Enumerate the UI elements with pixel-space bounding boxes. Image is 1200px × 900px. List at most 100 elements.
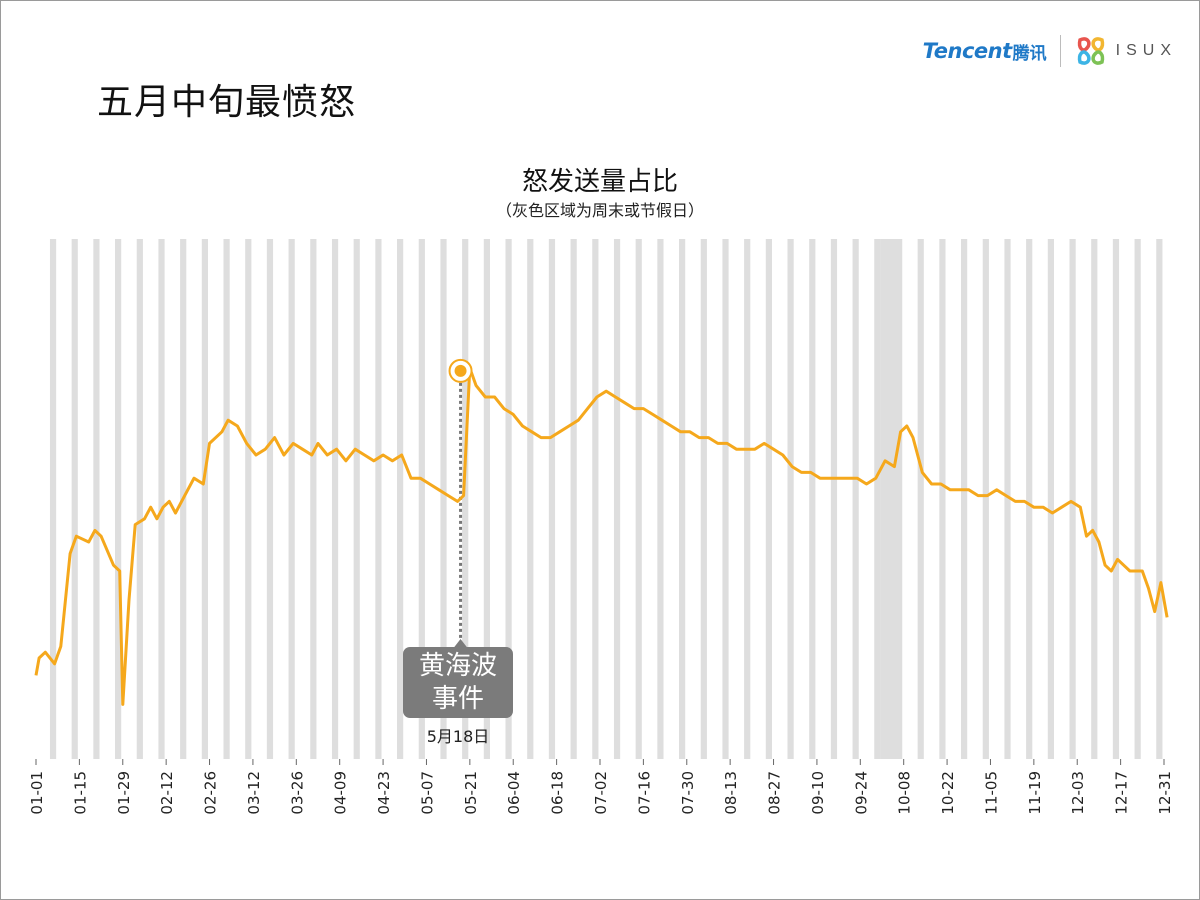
annotation-line-2: 事件 — [431, 683, 484, 714]
page-title: 五月中旬最愤怒 — [97, 82, 357, 123]
isux-logo-text: ISUX — [1115, 42, 1177, 59]
annotation-line-1: 黄海波 — [418, 650, 497, 681]
weekend-band — [657, 239, 664, 759]
annotation-pointer — [453, 639, 468, 648]
chart-title: 怒发送量占比 — [521, 167, 678, 197]
weekend-band — [483, 239, 490, 759]
x-tick-label: 04-09 — [332, 771, 350, 815]
weekend-band — [1091, 239, 1098, 759]
tencent-logo: Tencent — [922, 39, 1013, 63]
weekend-band — [917, 239, 924, 759]
weekend-band — [830, 239, 838, 759]
weekend-band — [939, 239, 946, 759]
weekend-band — [787, 239, 794, 759]
weekend-shading — [49, 239, 1163, 759]
x-tick-label: 11-05 — [982, 771, 1000, 815]
weekend-band — [266, 239, 274, 759]
weekend-band — [353, 239, 360, 759]
logo-divider — [1059, 35, 1061, 67]
weekend-band — [505, 239, 512, 759]
x-tick-label: 12-17 — [1113, 771, 1131, 815]
x-tick-label: 06-18 — [549, 771, 567, 815]
x-tick-label: 12-03 — [1069, 771, 1087, 815]
x-tick-label: 01-29 — [115, 771, 133, 815]
x-tick-label: 07-30 — [679, 771, 697, 815]
x-tick-label: 06-04 — [505, 771, 523, 815]
weekend-band — [201, 239, 208, 759]
weekend-band — [1156, 239, 1163, 759]
weekend-band — [331, 239, 339, 759]
weekend-band — [1026, 239, 1033, 759]
annotation-marker — [453, 376, 468, 648]
weekend-band — [397, 239, 404, 759]
x-tick-label: 07-16 — [635, 771, 653, 815]
x-tick-label: 05-21 — [462, 771, 480, 815]
x-tick-label: 03-12 — [245, 771, 263, 815]
weekend-band — [288, 239, 295, 759]
tencent-logo-cn: 腾讯 — [1012, 43, 1047, 64]
weekend-band — [744, 239, 751, 759]
weekend-band — [1112, 239, 1120, 759]
x-tick-label: 09-24 — [852, 771, 870, 815]
x-tick-label: 12-31 — [1156, 771, 1174, 815]
weekend-band — [418, 239, 425, 759]
weekend-band — [592, 239, 599, 759]
weekend-band — [874, 239, 881, 759]
weekend-band — [136, 239, 143, 759]
x-tick-label: 08-27 — [766, 771, 784, 815]
weekend-band — [527, 239, 534, 759]
weekend-band — [1004, 239, 1011, 759]
x-tick-label: 08-13 — [722, 771, 740, 815]
weekend-band — [49, 239, 57, 759]
x-tick-label: 04-23 — [375, 771, 393, 815]
weekend-band — [852, 239, 859, 759]
weekend-band — [375, 239, 382, 759]
weekend-band — [223, 239, 230, 759]
weekend-band — [722, 239, 729, 759]
x-tick-label: 10-22 — [939, 771, 957, 815]
x-tick-label: 01-01 — [28, 771, 46, 815]
weekend-band — [635, 239, 642, 759]
weekend-band — [115, 239, 122, 759]
weekend-band — [440, 239, 447, 759]
holiday-band — [880, 239, 903, 759]
weekend-band — [1069, 239, 1076, 759]
brand-logos: Tencent 腾讯 ISUX — [923, 31, 1177, 71]
x-tick-label: 02-12 — [158, 771, 176, 815]
weekend-band — [1047, 239, 1054, 759]
weekend-band — [570, 239, 577, 759]
highlight-dot — [454, 364, 467, 377]
weekend-band — [158, 239, 165, 759]
weekend-band — [679, 239, 686, 759]
x-tick-label: 11-19 — [1026, 771, 1044, 815]
weekend-band — [462, 239, 469, 759]
weekend-band — [765, 239, 772, 759]
x-axis: 01-01 01-15 01-29 02-12 02-26 03-12 03-26 04-09… — [28, 759, 1174, 815]
weekend-band — [1134, 239, 1141, 759]
weekend-band — [961, 239, 968, 759]
x-tick-label: 05-07 — [418, 771, 436, 815]
annotation-date: 5月18日 — [426, 727, 490, 746]
series-line — [34, 366, 1169, 706]
weekend-band — [613, 239, 621, 759]
weekend-band — [71, 239, 78, 759]
isux-icon — [1077, 37, 1104, 65]
weekend-band — [310, 239, 317, 759]
weekend-band — [809, 239, 816, 759]
series-layer — [34, 366, 1169, 706]
weekend-band — [93, 239, 100, 759]
x-tick-label: 10-08 — [896, 771, 914, 815]
weekend-band — [700, 239, 707, 759]
x-tick-label: 02-26 — [202, 771, 220, 815]
x-tick-label: 07-02 — [592, 771, 610, 815]
highlight-point — [448, 358, 473, 383]
weekend-band — [982, 239, 989, 759]
annotation-callout: 黄海波 事件 — [403, 647, 513, 718]
weekend-band — [548, 239, 556, 759]
chart-subtitle: （灰色区域为周末或节假日） — [495, 201, 704, 220]
x-tick-label: 09-10 — [809, 771, 827, 815]
weekend-band — [245, 239, 252, 759]
x-tick-label: 03-26 — [288, 771, 306, 815]
